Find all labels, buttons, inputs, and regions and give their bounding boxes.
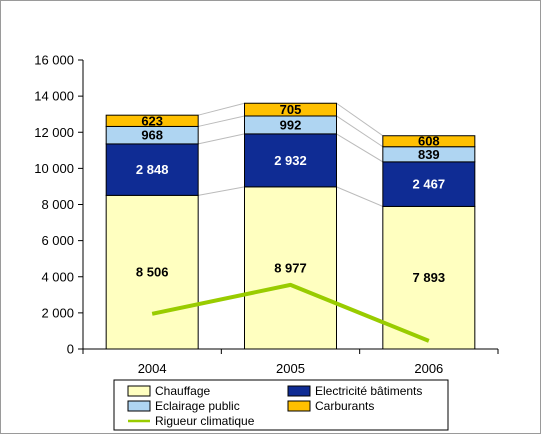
data-label: 623: [141, 113, 163, 128]
y-tick-label: 0: [67, 342, 74, 357]
legend-label: Rigueur climatique: [155, 414, 255, 428]
legend-swatch: [287, 400, 311, 412]
bar-segment: [105, 114, 199, 127]
series-connector-line: [198, 186, 245, 196]
series-connector-line: [336, 186, 384, 207]
y-tick-label: 12 000: [34, 125, 74, 140]
legend-label: Electricité bâtiments: [315, 384, 422, 398]
legend-swatch: [127, 400, 151, 412]
data-label: 2 467: [413, 177, 446, 192]
data-label: 7 893: [413, 270, 446, 285]
series-connector-line: [198, 102, 245, 116]
data-label: 2 848: [136, 162, 169, 177]
series-connector-line: [198, 133, 245, 145]
y-tick-label: 4 000: [41, 269, 74, 284]
y-tick-label: 10 000: [34, 161, 74, 176]
rigueur-climatique-line: [151, 282, 430, 343]
y-tick-label: 8 000: [41, 197, 74, 212]
data-label: 608: [418, 134, 440, 149]
bar-segment: [244, 133, 337, 188]
legend-box: [113, 379, 449, 431]
x-tick-label: 2006: [414, 361, 443, 376]
bar-segment: [244, 102, 337, 117]
y-tick-label: 2 000: [41, 305, 74, 320]
bar-segment: [382, 135, 476, 148]
bar-segment: [382, 205, 476, 350]
y-tick-label: 14 000: [34, 89, 74, 104]
axes: 0 2 000 4 000 6 000 8 000 10 000 12 000 14 000 1…: [34, 53, 499, 376]
x-tick-label: 2005: [276, 361, 305, 376]
series-connector-line: [336, 102, 384, 137]
y-tick-label: 16 000: [34, 53, 74, 68]
data-label: 705: [280, 102, 302, 117]
line-series: [151, 282, 430, 343]
series-connector-line: [198, 115, 245, 127]
legend-label: Eclairage public: [155, 399, 240, 413]
bar-segment: [105, 194, 199, 350]
data-label: 8 506: [136, 265, 169, 280]
data-label: 992: [280, 117, 302, 132]
data-label: 968: [141, 128, 163, 143]
data-label: 8 977: [274, 260, 307, 275]
data-label: 839: [418, 147, 440, 162]
x-tick-label: 2004: [138, 361, 167, 376]
legend-swatch: [127, 385, 151, 397]
series-connector-line: [336, 133, 384, 163]
series-connector-line: [336, 115, 384, 148]
bar-segment: [105, 143, 199, 196]
y-tick-label: 6 000: [41, 233, 74, 248]
legend-label: Chauffage: [155, 384, 210, 398]
bar-segment: [244, 186, 337, 350]
legend-label: Carburants: [315, 399, 374, 413]
legend-swatch: [287, 385, 311, 397]
bar-segment: [382, 161, 476, 207]
legend: Chauffage Electricité bâtiments Eclairage …: [113, 379, 449, 431]
series-connector-lines: [198, 102, 384, 207]
data-label: 2 932: [274, 153, 307, 168]
